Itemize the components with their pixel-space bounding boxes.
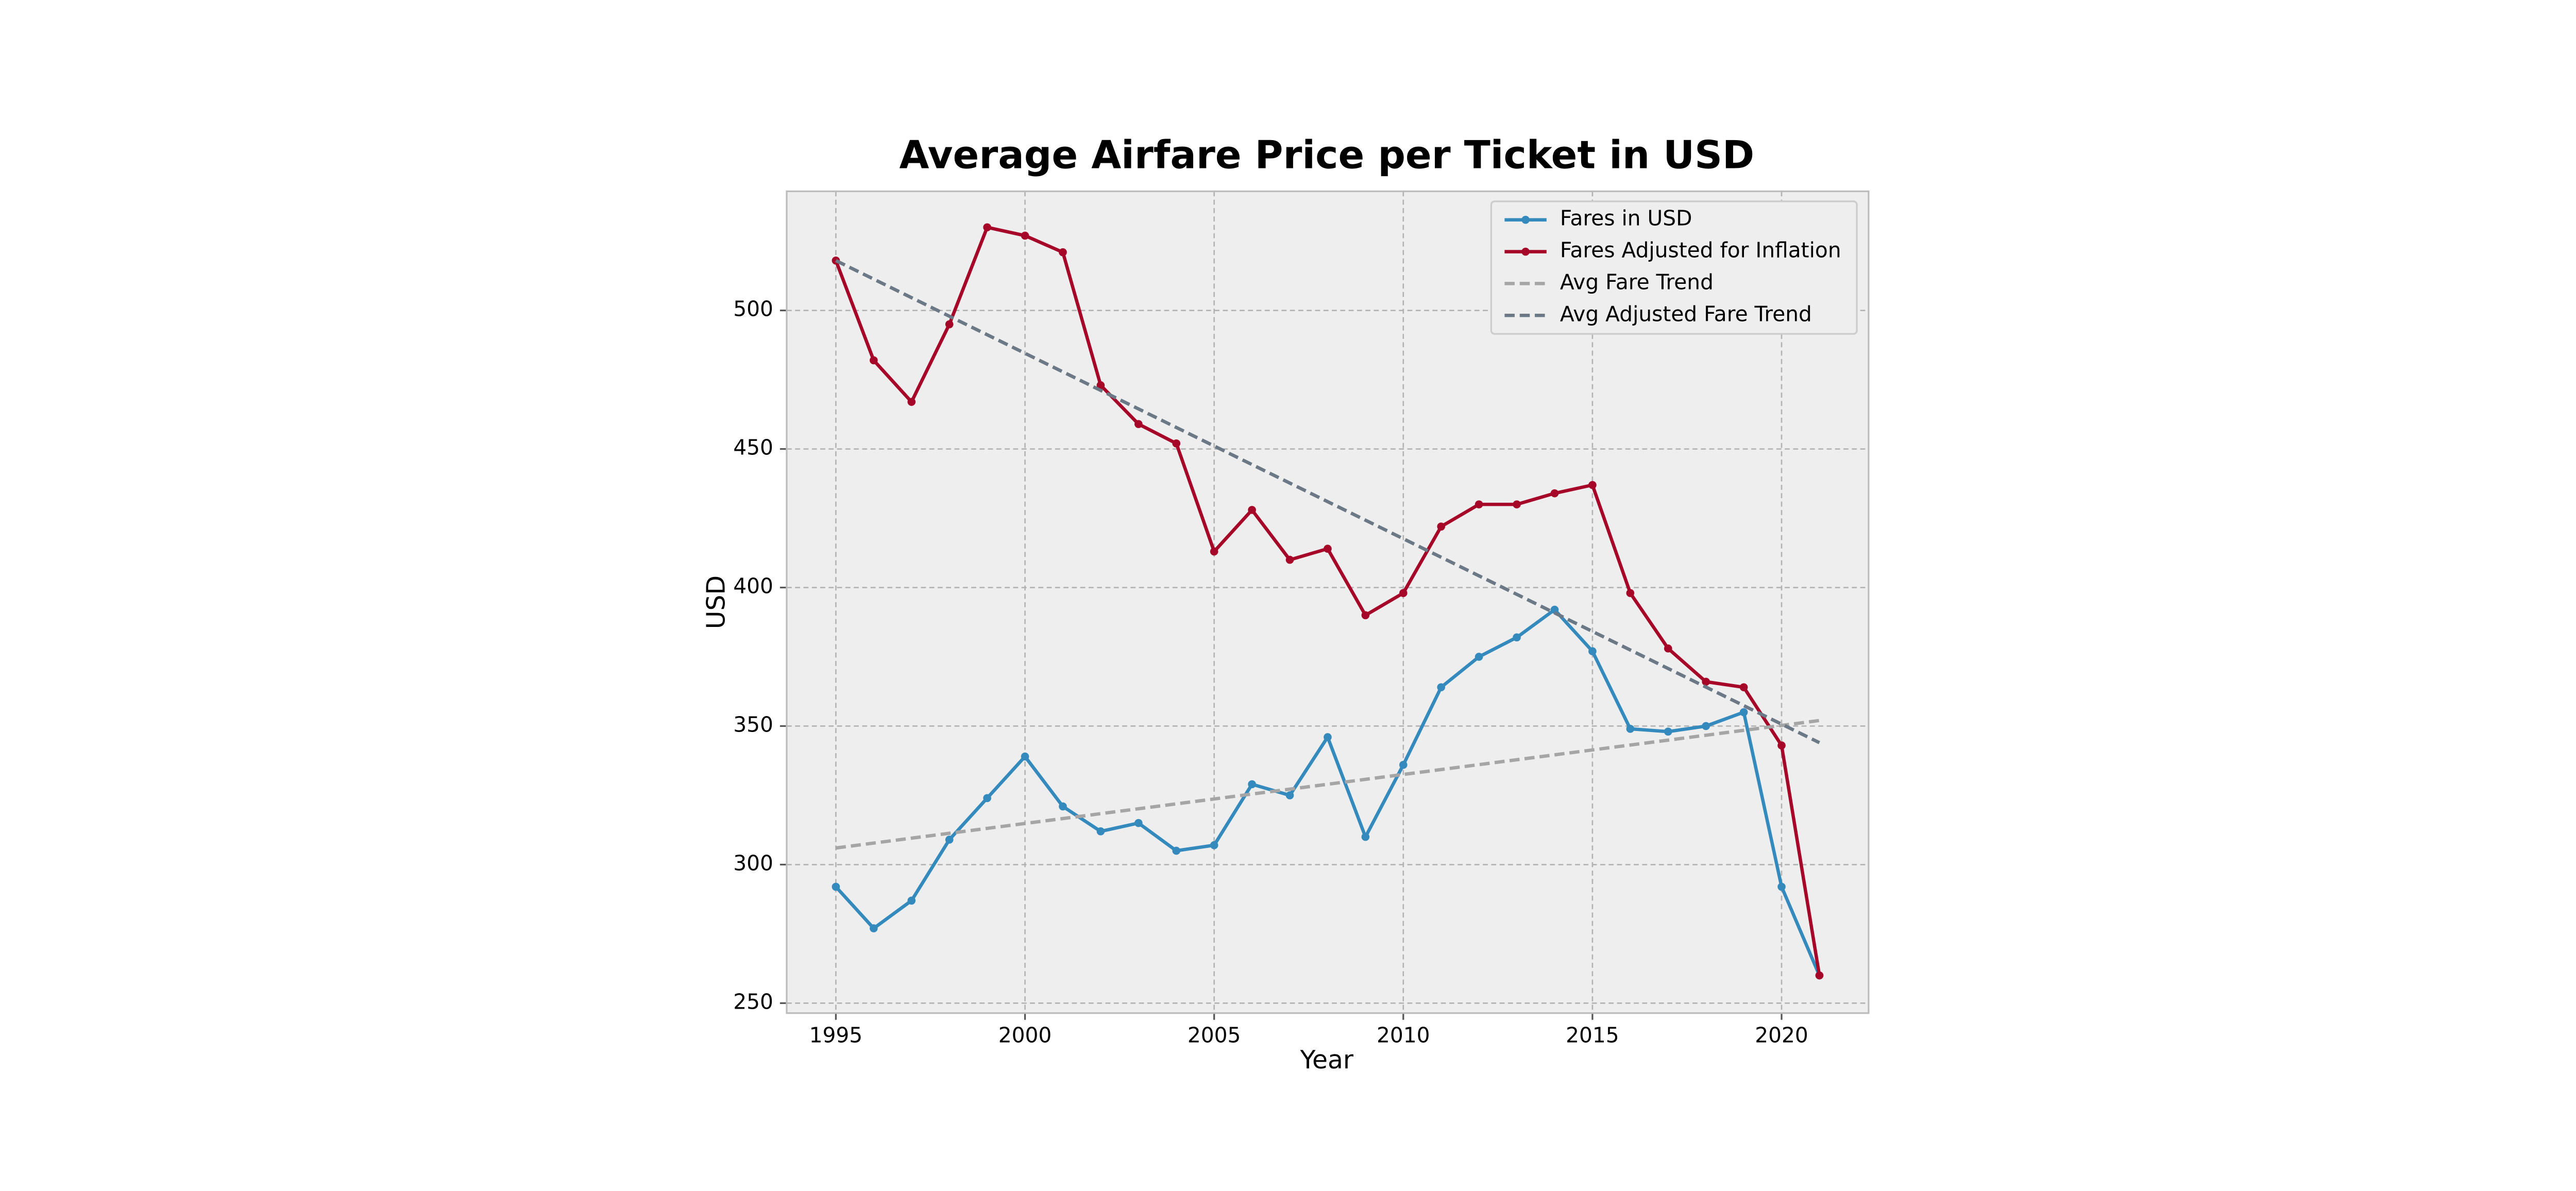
data-point [1513, 500, 1521, 508]
y-tick-label: 350 [733, 712, 773, 737]
data-point [1021, 752, 1029, 761]
y-tick-label: 450 [733, 435, 773, 460]
data-point [1096, 381, 1105, 389]
data-point [1059, 248, 1067, 257]
plot-frame [786, 190, 1870, 1014]
data-point [1324, 733, 1332, 741]
x-axis-label: Year [1300, 1045, 1354, 1075]
data-point [1475, 653, 1483, 661]
x-tick-label: 2000 [998, 1023, 1052, 1047]
data-point [1172, 439, 1181, 448]
legend-marker [1521, 215, 1530, 224]
data-point [907, 896, 916, 905]
data-point [1664, 727, 1672, 736]
data-point [1702, 722, 1710, 730]
data-point [1588, 481, 1597, 489]
chart-title: Average Airfare Price per Ticket in USD [899, 132, 1754, 178]
legend-marker [1521, 247, 1530, 256]
data-point [1702, 677, 1710, 686]
data-point [945, 320, 954, 329]
data-point [1210, 841, 1218, 849]
data-point [1324, 545, 1332, 553]
data-point [1285, 555, 1294, 564]
data-point [1059, 802, 1067, 811]
data-point [1248, 780, 1256, 789]
data-point [1399, 760, 1408, 769]
data-point [870, 356, 878, 365]
x-tick-label: 2010 [1377, 1023, 1430, 1047]
y-tick-label: 400 [733, 574, 773, 599]
y-tick-label: 250 [733, 989, 773, 1014]
series-line [835, 259, 1820, 744]
data-point [1399, 589, 1408, 598]
x-tick-label: 2005 [1188, 1023, 1241, 1047]
data-point [1361, 832, 1370, 841]
data-point [1134, 420, 1143, 428]
data-point [1777, 741, 1786, 750]
y-axis-label: USD [701, 575, 731, 629]
data-point [1626, 589, 1635, 598]
data-point [1210, 547, 1218, 556]
data-point [1550, 605, 1559, 614]
data-point [1513, 633, 1521, 642]
data-point [1777, 882, 1786, 891]
data-point [1437, 683, 1446, 691]
data-point [1248, 506, 1256, 514]
data-point [1096, 827, 1105, 836]
data-point [1739, 683, 1748, 691]
data-point [1021, 231, 1029, 240]
x-tick-label: 2015 [1566, 1023, 1619, 1047]
data-point [1664, 644, 1672, 653]
legend-label: Fares Adjusted for Inflation [1560, 238, 1841, 263]
data-point [1815, 971, 1824, 980]
data-point [1285, 791, 1294, 799]
data-point [983, 794, 991, 803]
data-point [1475, 500, 1483, 508]
legend-label: Avg Adjusted Fare Trend [1560, 301, 1812, 326]
x-tick-label: 2020 [1755, 1023, 1808, 1047]
data-point [832, 882, 840, 891]
y-tick-label: 300 [733, 850, 773, 875]
data-point [870, 924, 878, 932]
y-tick-label: 500 [733, 297, 773, 321]
data-point [1739, 708, 1748, 717]
data-point [1361, 611, 1370, 620]
legend-box [1490, 200, 1858, 335]
data-point [1588, 647, 1597, 656]
legend-label: Avg Fare Trend [1560, 269, 1714, 294]
data-point [1550, 489, 1559, 498]
data-point [1134, 819, 1143, 827]
data-point [1626, 725, 1635, 733]
x-tick-label: 1995 [809, 1023, 863, 1047]
data-point [907, 398, 916, 406]
data-point [945, 836, 954, 844]
data-point [983, 223, 991, 232]
legend-label: Fares in USD [1560, 206, 1692, 231]
data-point [1437, 522, 1446, 531]
data-point [1172, 846, 1181, 855]
